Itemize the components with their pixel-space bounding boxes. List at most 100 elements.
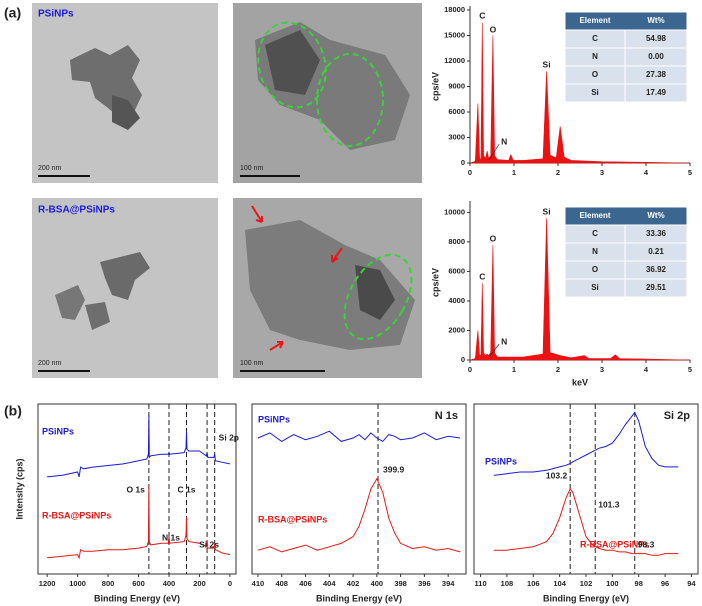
tem-image: [32, 3, 218, 183]
sample-label: PSiNPs: [38, 9, 74, 20]
y-tick-label: 6000: [448, 107, 465, 116]
y-tick-label: 18000: [444, 5, 465, 14]
x-tick-label: 2: [556, 365, 560, 374]
x-tick-label: 4: [644, 168, 649, 177]
x-tick-label: 0: [468, 365, 472, 374]
table-cell: O: [592, 70, 598, 79]
y-tick-label: 0: [461, 158, 465, 167]
annotation: N 1s: [162, 532, 180, 542]
table-cell: C: [592, 34, 598, 43]
table-cell: 54.98: [646, 34, 667, 43]
x-tick-label: 96: [661, 579, 669, 588]
x-axis-label: Binding Energy (eV): [543, 593, 629, 603]
panel-label: (a): [4, 5, 21, 21]
sample-label: R-BSA@PSiNPs: [38, 205, 115, 216]
x-tick-label: 5: [688, 168, 692, 177]
table-header-cell: Wt%: [647, 16, 664, 25]
table-cell: 17.49: [646, 88, 667, 97]
table-cell: 29.51: [646, 283, 667, 292]
spectrum-line: [493, 411, 679, 476]
series-label: R-BSA@PSiNPs: [42, 510, 111, 520]
y-tick-label: 4000: [448, 296, 465, 305]
x-tick-label: 104: [553, 579, 566, 588]
scale-bar-label: 100 nm: [240, 165, 264, 172]
x-tick-label: 200: [193, 579, 206, 588]
leader-line: [488, 343, 500, 358]
table-row: [624, 278, 688, 298]
x-tick-label: 1: [512, 168, 516, 177]
x-tick-label: 1200: [39, 579, 56, 588]
x-tick-label: 0: [468, 168, 472, 177]
x-tick-label: 1000: [69, 579, 86, 588]
table-cell: O: [592, 265, 598, 274]
x-tick-label: 102: [580, 579, 593, 588]
x-tick-label: 396: [418, 579, 431, 588]
scale-bar-label: 200 nm: [38, 165, 62, 172]
table-cell: N: [592, 247, 598, 256]
x-tick-label: 108: [501, 579, 514, 588]
y-tick-label: 15000: [444, 30, 465, 39]
x-tick-label: 400: [163, 579, 176, 588]
y-tick-label: 12000: [444, 56, 465, 65]
x-tick-label: 406: [299, 579, 312, 588]
scale-bar-label: 200 nm: [38, 360, 62, 367]
x-tick-label: 398: [394, 579, 407, 588]
x-tick-label: 4: [644, 365, 649, 374]
annotation: 103.2: [546, 470, 568, 480]
annotation: 399.9: [383, 464, 405, 474]
table-row: [624, 83, 688, 103]
spectrum-line: [47, 415, 231, 478]
annotation: C: [479, 271, 485, 281]
y-tick-label: 6000: [448, 266, 465, 275]
x-tick-label: 100: [606, 579, 619, 588]
series-label: R-BSA@PSiNPs: [258, 514, 327, 524]
x-tick-label: 98: [635, 579, 643, 588]
annotation: Si 2p: [219, 432, 239, 442]
annotation: O: [490, 233, 497, 243]
table-cell: 36.92: [646, 265, 667, 274]
y-axis-label: cps/eV: [430, 72, 440, 101]
x-tick-label: 402: [347, 579, 360, 588]
tem-image: [233, 3, 422, 183]
series-label: PSiNPs: [258, 414, 290, 424]
table-cell: 33.36: [646, 229, 667, 238]
chart-title: Si 2p: [664, 410, 691, 422]
y-tick-label: 3000: [448, 132, 465, 141]
x-tick-label: 1: [512, 365, 516, 374]
x-tick-label: 400: [371, 579, 384, 588]
table-header-cell: Element: [579, 211, 610, 220]
plot-frame: [37, 403, 237, 575]
y-axis-label: Intensity (cps): [14, 458, 24, 519]
spectrum-line: [257, 477, 461, 553]
annotation: C 1s: [178, 484, 196, 494]
x-tick-label: 94: [687, 579, 696, 588]
tem-image: [32, 198, 218, 378]
table-header-cell: Wt%: [647, 211, 664, 220]
table-cell: 0.21: [648, 247, 664, 256]
x-tick-label: 410: [252, 579, 265, 588]
plot-frame: [251, 403, 467, 575]
x-tick-label: 110: [475, 579, 487, 588]
annotation: N: [501, 336, 507, 346]
leader-line: [488, 143, 500, 161]
chart-title: N 1s: [435, 410, 458, 422]
x-axis-label: Binding Energy (eV): [316, 593, 402, 603]
table-header-cell: Element: [579, 16, 610, 25]
y-tick-label: 8000: [448, 237, 465, 246]
table-cell: Si: [591, 88, 599, 97]
x-tick-label: 404: [323, 579, 336, 588]
spectrum-line: [47, 484, 231, 560]
y-tick-label: 0: [461, 355, 465, 364]
annotation: 98.3: [638, 539, 655, 549]
scale-bar-label: 100 nm: [240, 360, 264, 367]
y-tick-label: 10000: [444, 207, 465, 216]
table-cell: 0.00: [648, 52, 664, 61]
annotation: 101.3: [598, 499, 620, 509]
series-label: R-BSA@PSiNPs: [580, 539, 649, 549]
x-tick-label: 106: [527, 579, 540, 588]
series-label: PSiNPs: [485, 456, 517, 466]
annotation: Si: [543, 59, 551, 69]
table-cell: C: [592, 229, 598, 238]
annotation: C: [479, 10, 485, 20]
